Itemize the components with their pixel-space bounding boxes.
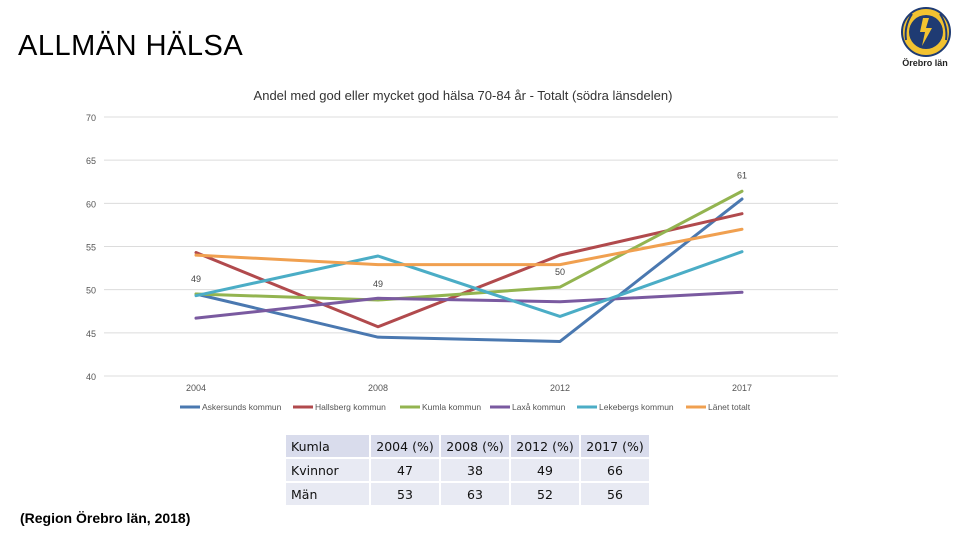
data-label: 49 — [191, 274, 201, 284]
legend-label: Hallsberg kommun — [315, 402, 386, 412]
table-cell: 52 — [511, 483, 579, 505]
table-header-cell: 2017 (%) — [581, 435, 649, 457]
source-citation: (Region Örebro län, 2018) — [20, 510, 191, 526]
slide-title: ALLMÄN HÄLSA — [18, 30, 244, 62]
y-axis-ticks: 70 65 60 55 50 45 40 — [86, 113, 96, 382]
y-tick-label: 65 — [86, 156, 96, 166]
series-line — [194, 197, 744, 343]
table-cell: 63 — [441, 483, 509, 505]
y-tick-label: 60 — [86, 199, 96, 209]
table-cell: 66 — [581, 459, 649, 481]
table-header-cell: 2004 (%) — [371, 435, 439, 457]
y-tick-label: 40 — [86, 372, 96, 382]
table-cell: 56 — [581, 483, 649, 505]
y-tick-label: 45 — [86, 329, 96, 339]
table-cell: Män — [286, 483, 369, 505]
table-cell: Kvinnor — [286, 459, 369, 481]
legend-label: Laxå kommun — [512, 402, 566, 412]
series-line — [194, 189, 744, 302]
series-line — [194, 250, 744, 318]
table-header-cell: Kumla — [286, 435, 369, 457]
y-tick-label: 50 — [86, 286, 96, 296]
table-cell: 47 — [371, 459, 439, 481]
x-tick-label: 2012 — [550, 383, 570, 393]
x-tick-label: 2008 — [368, 383, 388, 393]
data-label: 61 — [737, 170, 747, 180]
legend: Askersunds kommun Hallsberg kommun Kumla k… — [180, 402, 751, 412]
table-cell: 38 — [441, 459, 509, 481]
chart-title: Andel med god eller mycket god hälsa 70-… — [253, 88, 673, 103]
y-tick-label: 55 — [86, 243, 96, 253]
series-line — [194, 290, 744, 320]
data-label: 49 — [373, 279, 383, 289]
grid-lines — [104, 116, 838, 377]
legend-label: Kumla kommun — [422, 402, 481, 412]
x-axis-ticks: 2004 2008 2012 2017 — [186, 383, 752, 393]
legend-label: Askersunds kommun — [202, 402, 282, 412]
table-cell: 49 — [511, 459, 579, 481]
table-header-cell: 2008 (%) — [441, 435, 509, 457]
legend-label: Länet totalt — [708, 402, 751, 412]
x-tick-label: 2004 — [186, 383, 206, 393]
data-label: 50 — [555, 267, 565, 277]
series-line — [194, 212, 744, 329]
sisu-wreath-logo-icon — [901, 7, 951, 57]
line-chart: 70 65 60 55 50 45 40 2004 2008 2012 2017 49 49 50 61… — [86, 113, 838, 412]
table-header-cell: 2012 (%) — [511, 435, 579, 457]
table-row: Kvinnor 47 38 49 66 — [286, 459, 649, 481]
table-header-row: Kumla 2004 (%) 2008 (%) 2012 (%) 2017 (%… — [286, 435, 649, 457]
kumla-table: Kumla 2004 (%) 2008 (%) 2012 (%) 2017 (%… — [284, 433, 651, 507]
table-row: Män 53 63 52 56 — [286, 483, 649, 505]
series-line — [194, 227, 744, 267]
y-tick-label: 70 — [86, 113, 96, 123]
logo-text: Örebro län — [902, 58, 948, 68]
series-lines — [194, 189, 744, 343]
table-cell: 53 — [371, 483, 439, 505]
x-tick-label: 2017 — [732, 383, 752, 393]
legend-label: Lekebergs kommun — [599, 402, 674, 412]
data-labels: 49 49 50 61 — [191, 170, 747, 289]
